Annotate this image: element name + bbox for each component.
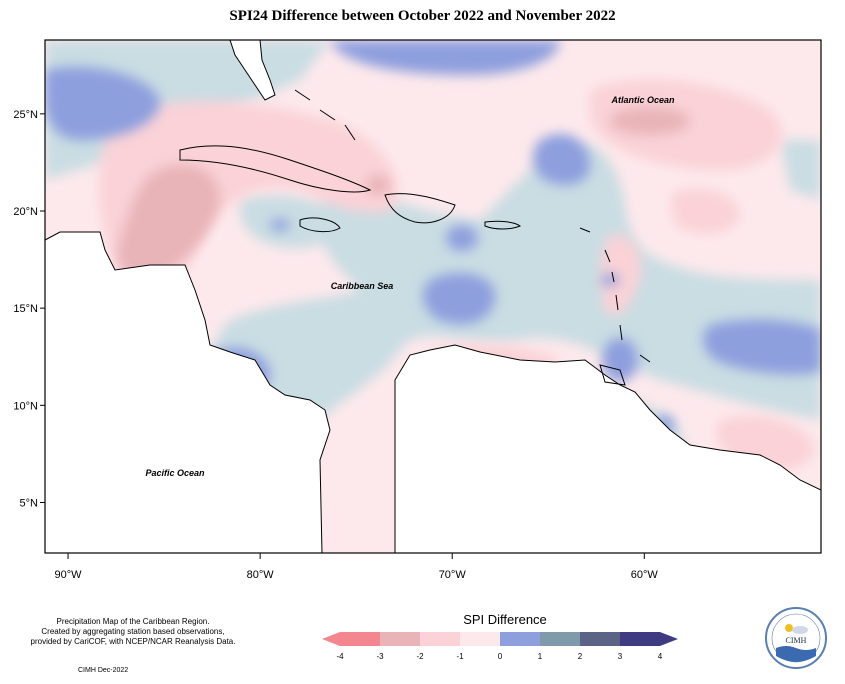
label-caribbean-sea: Caribbean Sea — [331, 281, 394, 291]
land-layer — [45, 40, 821, 553]
legend-tick-label: -4 — [336, 652, 344, 661]
island-lesser-antilles — [579, 227, 651, 363]
legend-swatch — [340, 632, 380, 646]
lon-tick-label: 60°W — [631, 569, 659, 581]
label-atlantic-ocean: Atlantic Ocean — [610, 95, 675, 105]
lat-tick-label: 20°N — [13, 206, 38, 218]
lon-tick-label: 70°W — [439, 569, 467, 581]
field-blue-windward — [602, 338, 638, 382]
legend-swatch — [380, 632, 420, 646]
legend-tick-label: 0 — [498, 652, 503, 661]
land-florida — [229, 40, 276, 101]
credit-line-3: provided by CariCOF, with NCEP/NCAR Rean… — [30, 637, 236, 646]
island-trinidad — [599, 364, 626, 386]
credit-date: CIMH Dec-2022 — [78, 667, 129, 674]
legend-arrow-left — [322, 632, 340, 646]
field-blue-jamaica — [270, 219, 290, 231]
legend-tick-label: 2 — [578, 652, 583, 661]
cloud-icon — [792, 626, 808, 634]
island-puerto-rico — [484, 220, 521, 230]
field-blue-north — [330, 40, 560, 75]
sun-icon — [785, 624, 793, 632]
lat-tick-label: 5°N — [20, 497, 39, 509]
lat-ticks: 25°N 20°N 15°N 10°N 5°N — [13, 109, 45, 509]
legend-tick-label: -2 — [416, 652, 424, 661]
legend-tick-label: 1 — [538, 652, 543, 661]
island-hispaniola — [384, 193, 456, 224]
island-jamaica — [299, 217, 341, 233]
islands — [179, 89, 651, 386]
legend-tick-label: 4 — [658, 652, 663, 661]
field-blue-nw — [45, 66, 160, 140]
legend-swatch — [580, 632, 620, 646]
legend-tick-label: 3 — [618, 652, 623, 661]
field-blue-atlantic — [533, 134, 590, 185]
field-deep-pink-atlantic — [610, 107, 690, 135]
legend-tick-label: -3 — [376, 652, 384, 661]
land-central-america — [45, 231, 331, 553]
field-blue-caribbean — [423, 272, 496, 325]
lon-tick-label: 80°W — [247, 569, 275, 581]
logo-text: CIMH — [786, 636, 807, 645]
lat-tick-label: 10°N — [13, 400, 38, 412]
legend-swatch — [500, 632, 540, 646]
credit-line-2: Created by aggregating station based obs… — [41, 627, 225, 636]
map-frame — [44, 39, 822, 554]
field-pink-east — [670, 188, 740, 234]
field-deep-pink-hispaniola — [366, 175, 390, 195]
land-south-america — [394, 344, 821, 553]
island-cuba — [179, 145, 372, 193]
water-icon — [776, 646, 816, 662]
legend-swatch — [620, 632, 660, 646]
legend-swatch — [540, 632, 580, 646]
lat-tick-label: 15°N — [13, 303, 38, 315]
label-pacific-ocean: Pacific Ocean — [145, 468, 205, 478]
legend-tick-label: -1 — [456, 652, 464, 661]
field-blue-east — [703, 319, 821, 375]
field-light-blue-jamaica — [239, 195, 341, 249]
legend-title: SPI Difference — [463, 612, 547, 627]
map-title: SPI24 Difference between October 2022 an… — [229, 8, 616, 24]
credit-block: Precipitation Map of the Caribbean Regio… — [18, 617, 248, 647]
field-blue-antigua — [601, 274, 619, 286]
island-bahamas — [294, 89, 356, 141]
field-blue-haiti — [446, 225, 478, 251]
legend-swatch — [420, 632, 460, 646]
lon-tick-label: 90°W — [55, 569, 83, 581]
cimh-logo: CIMH — [765, 607, 827, 669]
spi-deep-pink-layer — [117, 107, 690, 279]
lat-tick-label: 25°N — [13, 109, 38, 121]
lon-ticks: 90°W 80°W 70°W 60°W — [55, 553, 659, 581]
legend-colorbar: -4 -3 -2 -1 0 1 2 3 4 — [322, 632, 678, 661]
legend-swatch — [460, 632, 500, 646]
field-deep-pink-yucatan — [117, 164, 220, 279]
legend-arrow-right — [660, 632, 678, 646]
credit-line-1: Precipitation Map of the Caribbean Regio… — [56, 617, 210, 626]
field-light-blue-east — [780, 140, 821, 200]
field-light-blue-central — [212, 145, 821, 438]
field-pink-lesser-antilles — [600, 234, 641, 316]
